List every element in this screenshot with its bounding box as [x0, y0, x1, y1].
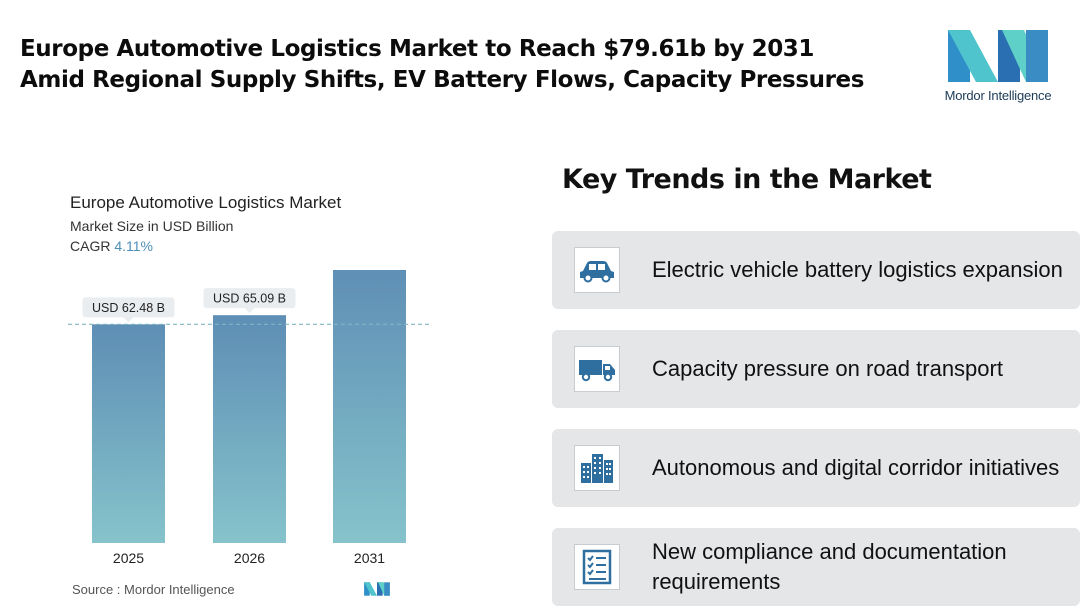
cagr-value: 4.11%	[114, 238, 154, 254]
headline-line-1: Europe Automotive Logistics Market to Re…	[20, 36, 815, 62]
trend-text: Electric vehicle battery logistics expan…	[652, 257, 1063, 282]
trend-text: Autonomous and digital corridor initiati…	[652, 455, 1060, 480]
truck-icon	[574, 346, 620, 392]
trend-card-digital-corridor: Autonomous and digital corridor initiati…	[552, 429, 1080, 507]
data-label-bg	[82, 297, 175, 318]
logo-text: Mordor Intelligence	[944, 88, 1052, 103]
x-tick-label: 2025	[113, 550, 144, 566]
trend-card-road-capacity: Capacity pressure on road transport	[552, 330, 1080, 408]
data-label: USD 65.09 B	[213, 292, 286, 306]
page-headline: Europe Automotive Logistics Market to Re…	[20, 34, 920, 96]
x-tick-label: 2026	[234, 550, 265, 566]
key-trends-title: Key Trends in the Market	[562, 164, 932, 195]
trend-card-compliance: New compliance and documentation require…	[552, 528, 1080, 606]
trend-card-ev-battery: Electric vehicle battery logistics expan…	[552, 231, 1080, 309]
bar-2031	[333, 270, 406, 543]
chart-cagr: CAGR 4.11%	[70, 238, 153, 254]
data-label: USD 62.48 B	[92, 301, 165, 315]
bar-2025	[92, 324, 165, 543]
data-label-bg	[203, 288, 296, 309]
headline-line-2: Amid Regional Supply Shifts, EV Battery …	[20, 67, 865, 93]
trend-text: New compliance and documentation require…	[652, 539, 1007, 594]
buildings-icon	[574, 445, 620, 491]
car-icon	[574, 247, 620, 293]
bar-2026	[213, 315, 286, 543]
source-note: Source : Mordor Intelligence	[72, 582, 235, 597]
checklist-icon	[574, 544, 620, 590]
data-label-pointer	[123, 317, 134, 323]
x-tick-label: 2031	[354, 550, 385, 566]
data-label-pointer	[244, 308, 255, 314]
chart-subtitle: Market Size in USD Billion	[70, 218, 234, 234]
chart-title: Europe Automotive Logistics Market	[70, 193, 342, 212]
mordor-intelligence-small-logo	[364, 582, 390, 596]
mordor-intelligence-logo	[948, 30, 1048, 82]
cagr-label: CAGR	[70, 238, 111, 254]
trend-text: Capacity pressure on road transport	[652, 356, 1003, 381]
